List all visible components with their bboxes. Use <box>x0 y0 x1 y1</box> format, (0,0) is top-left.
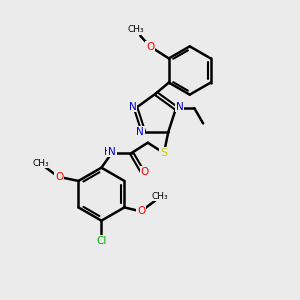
Text: CH₃: CH₃ <box>32 159 49 168</box>
Text: Cl: Cl <box>96 236 106 246</box>
Text: N: N <box>129 102 137 112</box>
Text: O: O <box>137 206 146 216</box>
Text: O: O <box>141 167 149 177</box>
Text: N: N <box>136 127 144 137</box>
Text: N: N <box>176 102 184 112</box>
Text: CH₃: CH₃ <box>152 192 169 201</box>
Text: CH₃: CH₃ <box>128 26 144 34</box>
Text: S: S <box>160 148 167 158</box>
Text: O: O <box>146 42 154 52</box>
Text: O: O <box>55 172 63 182</box>
Text: H: H <box>104 146 111 157</box>
Text: N: N <box>108 146 116 157</box>
